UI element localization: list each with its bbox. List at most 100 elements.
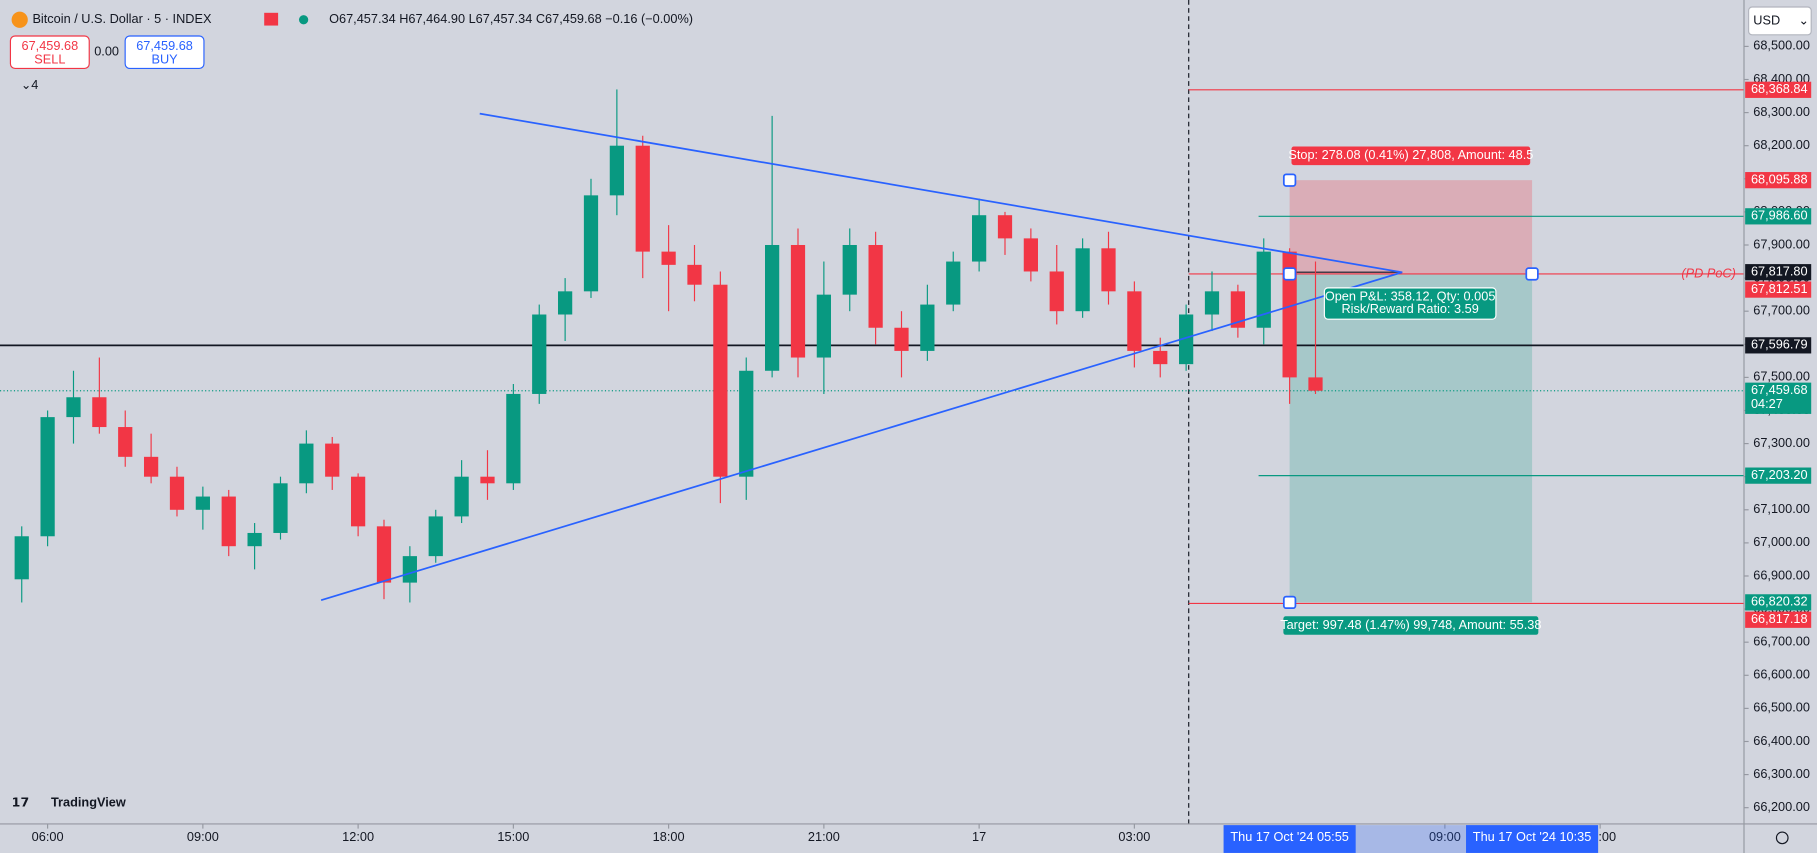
candle-body [1075,248,1090,312]
candle-body [894,327,909,351]
candle-body [765,244,780,371]
trendline [320,271,1403,601]
y-tick-label: 66,200.00 [1753,799,1810,814]
price-badge-label: 66,817.18 [1751,611,1808,626]
y-tick-label: 66,400.00 [1753,733,1810,748]
date-badge [1466,825,1599,853]
position-handle [1282,173,1297,187]
sell-price: 67,459.68 [22,38,79,53]
candle-body [1256,251,1271,328]
symbol-title: Bitcoin / U.S. Dollar · 5 · INDEX [32,11,212,26]
market-status [298,15,309,25]
candle-body [376,526,392,583]
logo-mark: 𝟭𝟳 [12,794,30,809]
candle-body [1204,291,1220,315]
candle-body [532,314,547,394]
x-tick-label: 03:00 [1118,829,1150,844]
price-badge [1745,467,1812,484]
x-tick-label: 21:00 [808,829,840,844]
candle-body [402,556,417,583]
price-badge [1745,337,1812,354]
btc-icon [11,11,28,28]
logo: TradingView [51,794,126,809]
price-badge [1745,281,1812,298]
sell-label: SELL [34,52,65,67]
plot-area: (PD PoC) Stop: 278.08 (0.41%) 27,808, Amo… [0,0,1744,824]
candle-body [1023,238,1038,272]
candle-body [583,195,599,292]
price-badge [1745,172,1812,189]
y-tick-label: 66,500.00 [1753,700,1810,715]
date-badge-label: Thu 17 Oct '24 10:35 [1473,829,1592,844]
x-tick-label: 18:00 [653,829,685,844]
candle-body [635,145,650,252]
buy-label: BUY [151,52,178,67]
candle-body [1179,314,1194,365]
rr-label: Risk/Reward Ratio: 3.59 [1341,301,1478,316]
stop-label-box [1291,146,1531,166]
price-badge-label: 67,203.20 [1751,467,1808,482]
candle-body [273,483,288,533]
y-tick-label: 68,200.00 [1753,137,1810,152]
candle-body [325,443,340,477]
y-tick-label: 66,600.00 [1753,667,1810,682]
candle-body [428,516,443,557]
candle-body [454,476,469,517]
y-tick-label: 66,700.00 [1753,634,1810,649]
candle-body [1282,251,1297,378]
candle-body [92,397,107,428]
x-tick-label: 15:00 [497,829,529,844]
candle-body [609,145,624,196]
candle-body [713,284,728,477]
candle-body [1153,350,1168,365]
position-handle [1525,267,1539,281]
candle-body [1230,291,1245,328]
flag[interactable] [264,12,279,26]
y-tick-label: 66,900.00 [1753,567,1810,582]
y-tick-label: 68,500.00 [1753,38,1810,53]
candle-body [143,456,159,477]
ohlc: O67,457.34 H67,464.90 L67,457.34 C67,459… [329,11,693,26]
candle-body [1049,271,1064,312]
date-badge [1223,825,1356,853]
countdown: 04:27 [1751,396,1783,411]
price-badge [1745,264,1812,281]
indicator-toggle[interactable]: ⌄ [21,77,32,92]
price-badge [1745,81,1812,98]
x-tick-label: 12:00 [342,829,374,844]
stop-label: Stop: 278.08 (0.41%) 27,808, Amount: 48.… [1288,147,1533,162]
currency-select[interactable] [1748,6,1812,36]
candle-body [661,251,676,265]
header: Bitcoin / U.S. Dollar · 5 · INDEX O67,45… [9,6,1812,845]
pnl-label: Open P&L: 358.12, Qty: 0.005 [1325,288,1496,303]
price-badge-label: 67,986.60 [1751,208,1808,223]
y-tick-label: 67,900.00 [1753,236,1810,251]
price-badge-label: 67,596.79 [1751,337,1808,352]
candle-body [997,215,1013,239]
candle-body [868,244,883,328]
position-handle [1282,595,1297,610]
price-badge-label: 67,812.51 [1751,281,1808,296]
target-zone [1289,273,1533,603]
x-tick-label: 06:00 [32,829,64,844]
sell-button[interactable] [9,35,90,70]
settings-icon[interactable] [1775,831,1789,845]
candle-body [66,397,81,418]
candle-body [946,261,961,305]
candle-body [40,417,55,537]
price-badge [1745,208,1812,225]
y-tick-label: 67,500.00 [1753,369,1810,384]
trendline [479,112,1403,274]
candle-body [195,496,210,510]
candle-body [972,215,987,262]
candle-body [1127,291,1142,351]
y-tick-label: 67,000.00 [1753,534,1810,549]
buy-button[interactable] [124,35,205,70]
price-badge-label: 67,817.80 [1751,264,1808,279]
candle-body [506,393,521,484]
candle-body [221,496,236,547]
price-badge-label: 66,820.32 [1751,594,1808,609]
candle-body [558,291,573,315]
